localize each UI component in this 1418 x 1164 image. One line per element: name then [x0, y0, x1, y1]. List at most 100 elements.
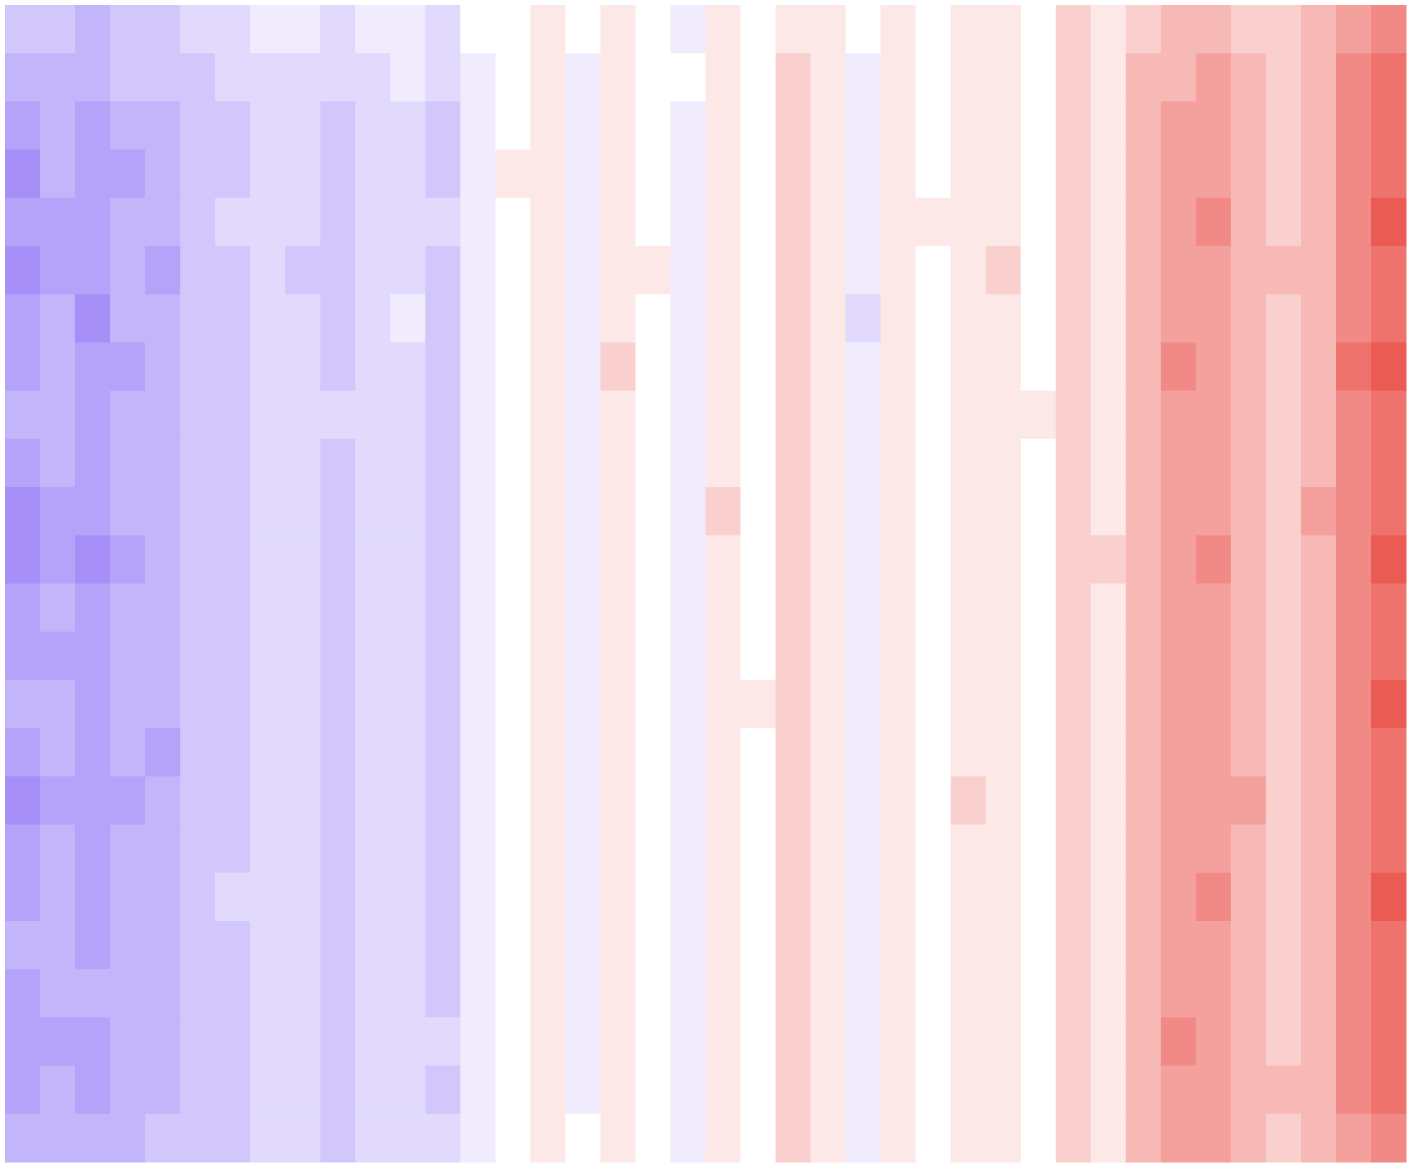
heatmap-cell — [985, 294, 1022, 343]
heatmap-cell — [250, 1113, 286, 1163]
heatmap-cell — [40, 969, 76, 1018]
heatmap-cell — [775, 1017, 812, 1067]
heatmap-cell — [530, 438, 566, 488]
heatmap-cell — [215, 5, 251, 54]
heatmap-cell — [845, 487, 882, 536]
heatmap-cell — [915, 101, 952, 151]
heatmap-cell — [460, 969, 496, 1018]
heatmap-cell — [1055, 679, 1092, 729]
heatmap-cell — [1090, 294, 1127, 343]
heatmap-cell — [1300, 53, 1337, 102]
heatmap-cell — [425, 149, 461, 199]
heatmap-cell — [320, 631, 356, 681]
heatmap-cell — [1265, 728, 1302, 777]
heatmap-cell — [985, 1065, 1022, 1115]
heatmap-cell — [460, 920, 496, 970]
heatmap-cell — [355, 583, 391, 633]
heatmap-cell — [1335, 294, 1372, 343]
heatmap-cell — [1300, 920, 1337, 970]
heatmap-cell — [565, 149, 601, 199]
heatmap-cell — [40, 872, 76, 922]
heatmap-cell — [425, 390, 461, 440]
heatmap-cell — [215, 53, 251, 102]
heatmap-cell — [915, 1017, 952, 1067]
heatmap-cell — [75, 872, 111, 922]
heatmap-cell — [1020, 53, 1057, 102]
heatmap-cell — [635, 872, 671, 922]
heatmap-cell — [1335, 728, 1372, 777]
heatmap-cell — [1195, 969, 1232, 1018]
heatmap-cell — [5, 583, 41, 633]
heatmap-cell — [110, 5, 146, 54]
heatmap-cell — [740, 1017, 777, 1067]
heatmap-cell — [250, 246, 286, 295]
heatmap-cell — [110, 197, 146, 247]
heatmap-cell — [145, 438, 181, 488]
heatmap-cell — [845, 197, 882, 247]
heatmap-cell — [180, 872, 216, 922]
heatmap-cell — [1230, 390, 1267, 440]
heatmap-cell — [145, 1113, 181, 1163]
heatmap-cell — [775, 197, 812, 247]
heatmap-cell — [75, 294, 111, 343]
heatmap-cell — [915, 824, 952, 874]
heatmap-cell — [390, 872, 426, 922]
heatmap-cell — [1195, 197, 1232, 247]
heatmap-cell — [1300, 824, 1337, 874]
heatmap-cell — [1335, 679, 1372, 729]
heatmap-cell — [1055, 583, 1092, 633]
heatmap-cell — [460, 294, 496, 343]
heatmap-cell — [880, 149, 917, 199]
heatmap-cell — [915, 438, 952, 488]
heatmap-cell — [670, 920, 706, 970]
heatmap-cell — [1090, 390, 1127, 440]
heatmap-cell — [390, 390, 426, 440]
heatmap-cell — [215, 246, 251, 295]
heatmap-cell — [1160, 197, 1197, 247]
heatmap-cell — [950, 246, 987, 295]
heatmap-cell — [880, 1113, 917, 1163]
heatmap-cell — [110, 776, 146, 826]
heatmap-cell — [600, 631, 636, 681]
heatmap-cell — [950, 294, 987, 343]
heatmap-cell — [390, 294, 426, 343]
heatmap-cell — [215, 342, 251, 392]
heatmap-cell — [985, 246, 1022, 295]
heatmap-cell — [355, 438, 391, 488]
heatmap-cell — [1160, 583, 1197, 633]
heatmap-cell — [845, 149, 882, 199]
heatmap-cell — [40, 776, 76, 826]
heatmap-cell — [250, 1065, 286, 1115]
heatmap-cell — [810, 294, 847, 343]
heatmap-cell — [705, 824, 742, 874]
heatmap-cell — [880, 583, 917, 633]
heatmap-cell — [1230, 728, 1267, 777]
heatmap-cell — [705, 438, 742, 488]
heatmap-cell — [215, 824, 251, 874]
heatmap-cell — [985, 679, 1022, 729]
heatmap-cell — [670, 197, 706, 247]
heatmap-cell — [5, 197, 41, 247]
heatmap-cell — [1230, 5, 1267, 54]
heatmap-cell — [1055, 149, 1092, 199]
heatmap-cell — [635, 969, 671, 1018]
heatmap-cell — [180, 535, 216, 584]
heatmap-cell — [1160, 487, 1197, 536]
heatmap-cell — [145, 53, 181, 102]
heatmap-cell — [1160, 438, 1197, 488]
heatmap-cell — [250, 438, 286, 488]
heatmap-cell — [1125, 679, 1162, 729]
heatmap-cell — [1370, 101, 1407, 151]
heatmap-cell — [1195, 535, 1232, 584]
heatmap-cell — [180, 197, 216, 247]
heatmap-cell — [530, 1017, 566, 1067]
heatmap-cell — [1020, 197, 1057, 247]
heatmap-cell — [75, 776, 111, 826]
heatmap-cell — [110, 438, 146, 488]
heatmap-cell — [810, 487, 847, 536]
heatmap-cell — [390, 438, 426, 488]
heatmap-cell — [530, 5, 566, 54]
heatmap-cell — [845, 535, 882, 584]
heatmap-cell — [915, 728, 952, 777]
heatmap-cell — [1160, 631, 1197, 681]
